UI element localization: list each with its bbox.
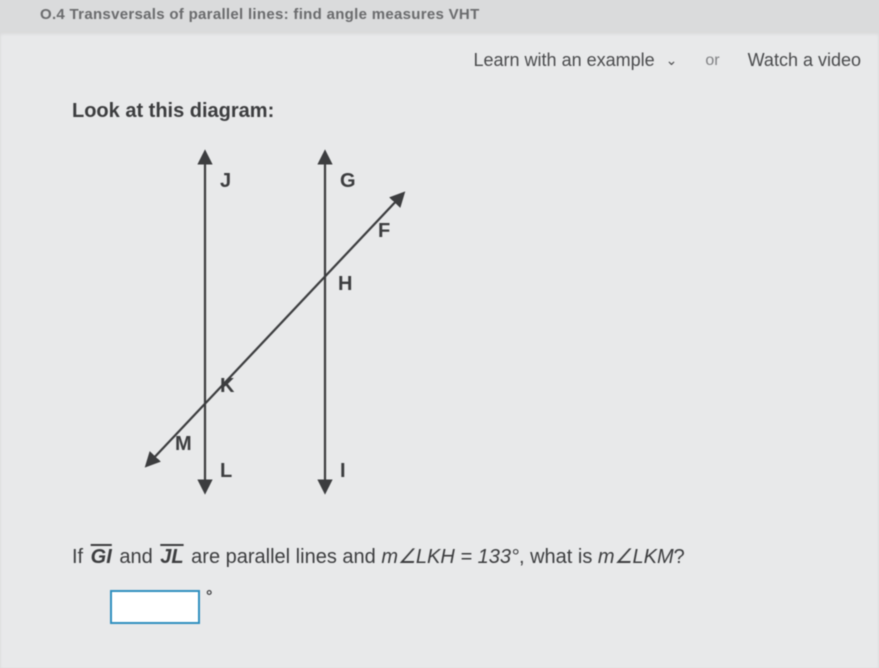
learn-with-example-link[interactable]: Learn with an example ⌄ <box>474 50 678 71</box>
chevron-down-icon: ⌄ <box>666 52 678 69</box>
label-i: I <box>340 460 346 482</box>
prompt-text: Look at this diagram: <box>72 100 274 123</box>
label-g: G <box>340 170 356 192</box>
top-actions: Learn with an example ⌄ or Watch a video <box>474 50 861 71</box>
q-mark: ? <box>674 546 685 568</box>
segment-gi: GI <box>89 546 114 568</box>
question-text: If GI and JL are parallel lines and m∠LK… <box>72 542 859 572</box>
or-text: or <box>705 52 719 70</box>
q-mid1: and <box>114 546 158 568</box>
content-panel: Learn with an example ⌄ or Watch a video… <box>0 32 879 668</box>
segment-jl: JL <box>158 546 185 568</box>
label-l: L <box>220 460 232 482</box>
answer-input[interactable] <box>110 590 200 624</box>
watch-video-link[interactable]: Watch a video <box>748 50 861 71</box>
given-angle: m∠LKH = 133° <box>381 546 519 568</box>
q-mid2: are parallel lines and <box>186 546 382 568</box>
degree-suffix: ° <box>206 588 212 606</box>
breadcrumb: O.4 Transversals of parallel lines: find… <box>40 6 480 23</box>
transversal-fm <box>150 197 400 462</box>
parallel-lines-diagram: J G F H K M L I <box>120 142 460 502</box>
learn-label: Learn with an example <box>474 50 655 70</box>
q-tail: , what is <box>519 546 598 568</box>
label-f: F <box>378 220 390 242</box>
q-prefix: If <box>72 546 89 568</box>
label-k: K <box>220 375 235 397</box>
asked-angle: m∠LKM <box>598 546 674 568</box>
label-h: H <box>338 273 352 295</box>
diagram-svg: J G F H K M L I <box>120 142 460 502</box>
label-j: J <box>220 170 231 192</box>
label-m: M <box>175 433 192 455</box>
